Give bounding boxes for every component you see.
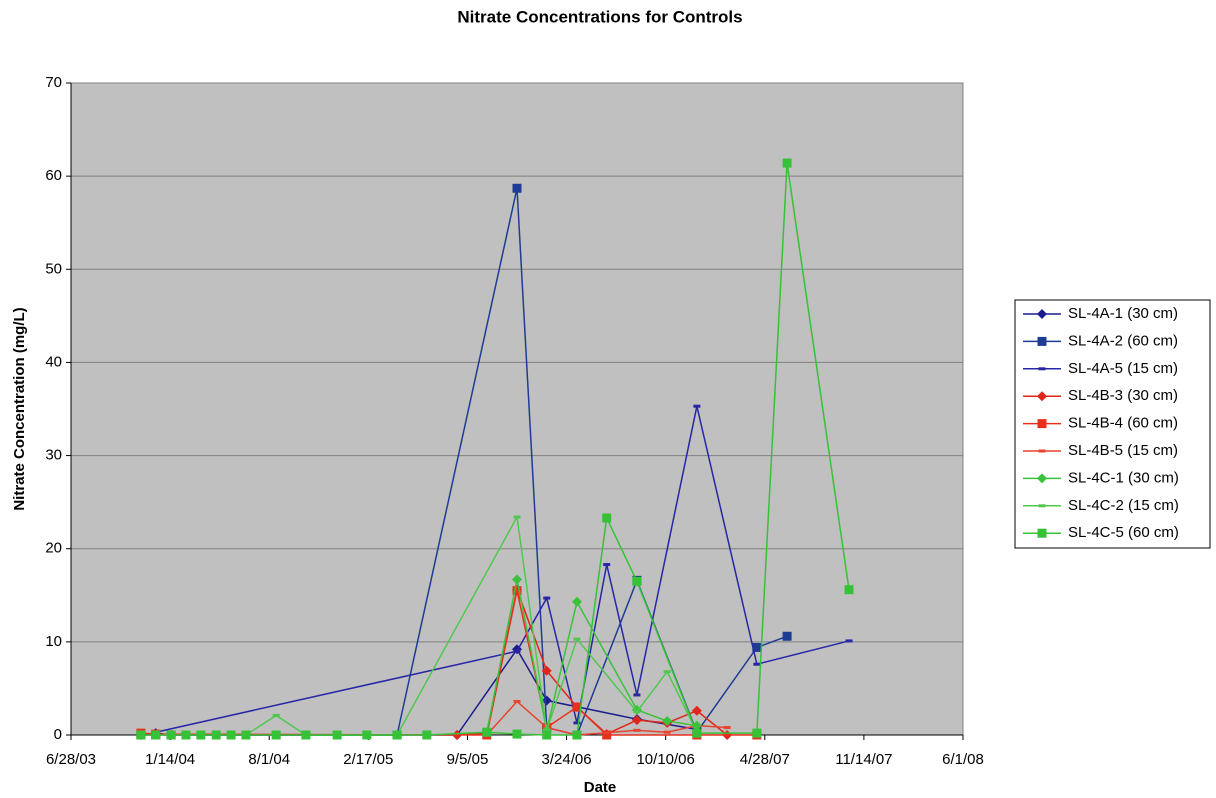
marker xyxy=(392,730,402,740)
legend-label: SL-4C-1 (30 cm) xyxy=(1068,469,1179,486)
x-tick-label: 1/14/04 xyxy=(145,751,195,768)
marker xyxy=(543,596,551,600)
marker xyxy=(782,631,792,641)
marker xyxy=(1037,391,1047,402)
marker xyxy=(573,721,581,725)
marker xyxy=(844,585,854,595)
y-tick-label: 40 xyxy=(45,353,62,370)
legend-label: SL-4C-5 (60 cm) xyxy=(1068,524,1179,541)
x-tick-label: 4/28/07 xyxy=(740,751,790,768)
legend-label: SL-4B-4 (60 cm) xyxy=(1068,415,1178,432)
marker xyxy=(572,730,582,740)
marker xyxy=(196,730,206,740)
marker xyxy=(1037,309,1047,319)
y-tick-label: 50 xyxy=(45,260,62,277)
marker xyxy=(1038,504,1046,508)
legend-label: SL-4A-5 (15 cm) xyxy=(1068,360,1178,377)
marker xyxy=(1038,367,1046,371)
y-tick-label: 20 xyxy=(45,540,62,557)
x-tick-label: 9/5/05 xyxy=(447,751,489,768)
marker xyxy=(541,695,552,706)
marker xyxy=(752,728,762,738)
marker xyxy=(166,730,176,740)
x-tick-label: 3/24/06 xyxy=(542,751,592,768)
marker xyxy=(782,158,792,168)
y-tick-label: 0 xyxy=(54,726,62,743)
marker xyxy=(512,183,522,193)
marker xyxy=(693,404,701,408)
marker xyxy=(633,728,641,732)
marker xyxy=(573,637,581,641)
marker xyxy=(272,713,280,717)
x-axis-label: Date xyxy=(584,779,617,796)
y-tick-label: 30 xyxy=(45,447,62,464)
marker xyxy=(301,730,311,740)
marker xyxy=(332,730,342,740)
marker xyxy=(633,693,641,697)
legend-label: SL-4A-1 (30 cm) xyxy=(1068,305,1178,322)
marker xyxy=(181,730,191,740)
marker xyxy=(602,513,612,523)
marker xyxy=(691,705,702,716)
marker xyxy=(542,730,552,740)
y-tick-label: 60 xyxy=(45,167,62,184)
marker xyxy=(633,710,641,714)
plot-area xyxy=(70,82,964,736)
marker xyxy=(241,730,251,740)
y-tick-label: 70 xyxy=(45,74,62,91)
y-axis-label: Nitrate Concentration (mg/L) xyxy=(11,307,28,510)
marker xyxy=(513,649,521,653)
legend-label: SL-4B-3 (30 cm) xyxy=(1068,387,1178,404)
x-tick-label: 11/14/07 xyxy=(835,751,892,768)
marker xyxy=(663,670,671,674)
marker xyxy=(753,662,761,666)
series-line xyxy=(245,514,698,736)
marker xyxy=(1038,449,1046,453)
marker xyxy=(572,702,582,712)
marker xyxy=(662,716,673,727)
chart-title: Nitrate Concentrations for Controls xyxy=(457,7,742,26)
legend-label: SL-4A-2 (60 cm) xyxy=(1068,332,1178,349)
marker xyxy=(211,730,221,740)
marker xyxy=(723,726,731,730)
marker xyxy=(663,730,671,734)
x-tick-label: 8/1/04 xyxy=(248,751,290,768)
x-tick-label: 10/10/06 xyxy=(636,751,694,768)
legend-label: SL-4C-2 (15 cm) xyxy=(1068,497,1179,514)
marker xyxy=(513,515,521,519)
x-tick-label: 6/28/03 xyxy=(46,751,96,768)
marker xyxy=(151,730,161,740)
marker xyxy=(603,563,611,567)
marker xyxy=(602,730,612,740)
marker xyxy=(513,699,521,703)
marker xyxy=(512,586,522,596)
x-tick-label: 6/1/08 xyxy=(942,751,984,768)
marker xyxy=(1037,419,1047,429)
marker xyxy=(571,596,582,607)
marker xyxy=(541,665,552,676)
series-line xyxy=(486,700,728,736)
marker xyxy=(845,639,853,643)
marker xyxy=(752,642,762,652)
marker xyxy=(271,730,281,740)
marker xyxy=(512,574,522,585)
marker xyxy=(482,727,492,737)
marker xyxy=(692,728,702,738)
y-tick-label: 10 xyxy=(45,633,62,650)
marker xyxy=(1037,528,1047,538)
legend-label: SL-4B-5 (15 cm) xyxy=(1068,442,1178,459)
marker xyxy=(422,730,432,740)
marker xyxy=(632,576,642,586)
marker xyxy=(631,715,642,726)
marker xyxy=(362,730,372,740)
x-tick-label: 2/17/05 xyxy=(343,751,393,768)
marker xyxy=(1037,336,1047,346)
marker xyxy=(136,730,146,740)
marker xyxy=(226,730,236,740)
marker xyxy=(543,728,551,732)
marker xyxy=(1037,473,1047,484)
marker xyxy=(512,729,522,739)
